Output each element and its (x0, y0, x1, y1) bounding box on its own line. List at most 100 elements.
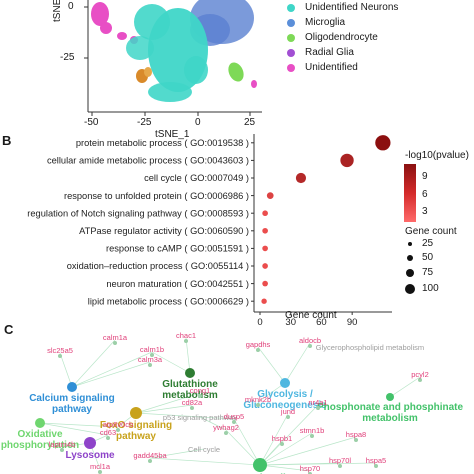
panel-a-legend: Unidentified Neurons Microglia Oligodend… (287, 0, 472, 75)
go-term-label: lipid metabolic process ( GO:0006629 ) (88, 296, 249, 306)
legend-item: Microglia (287, 15, 472, 30)
gene-label: laptm4b (49, 440, 76, 449)
gene-label: chac1 (176, 331, 196, 340)
network-edge (389, 376, 421, 398)
gene-node (148, 459, 152, 463)
gene-label: aldocb (299, 336, 321, 345)
go-term-dot (266, 192, 274, 199)
gene-node (354, 438, 358, 442)
go-term-dot (375, 135, 391, 151)
network-edge (257, 382, 286, 403)
go-term-label: protein metabolic process ( GO:0019538 ) (76, 138, 249, 148)
gene-label: gadd45ba (133, 451, 167, 460)
gene-label: nr4a1 (308, 398, 327, 407)
legend-label: Unidentified (305, 62, 358, 73)
cluster-unidentified-neurons (126, 4, 208, 102)
network-edge (259, 413, 289, 466)
network-edge (259, 464, 311, 472)
size-legend-dots (405, 242, 415, 294)
network-edge (257, 346, 286, 384)
pathway-label: Oxidative (17, 429, 62, 440)
pathway-node (84, 437, 96, 449)
network-edge (135, 412, 235, 420)
network-edge (199, 416, 227, 431)
gene-node (418, 378, 422, 382)
size-legend-25: 25 (422, 238, 434, 249)
gene-node (374, 464, 378, 468)
pathway-node (130, 407, 142, 419)
network-edge (71, 339, 116, 388)
go-term-dot (340, 153, 354, 168)
gene-node (224, 431, 228, 435)
gene-label: hspa8 (346, 430, 366, 439)
pathway-node (67, 382, 77, 392)
gene-node (256, 348, 260, 352)
panel-b-xtick-label: 60 (316, 317, 327, 328)
gene-node (338, 464, 342, 468)
gene-label: slc25a5 (47, 346, 73, 355)
network-edge (185, 337, 191, 374)
size-legend-50: 50 (422, 252, 434, 263)
gene-node (280, 442, 284, 446)
gene-label: hsp70 (300, 464, 320, 473)
panel-b-xtick-label: 30 (285, 317, 296, 328)
go-term-label: regulation of Notch signaling pathway ( … (27, 208, 249, 218)
gene-node (150, 353, 154, 357)
gene-node (60, 448, 64, 452)
gene-label: cd63 (100, 428, 116, 437)
gene-node (116, 428, 120, 432)
network-edge (259, 404, 319, 466)
gene-label: hsp70l (329, 456, 351, 465)
legend-label: Radial Glia (305, 47, 354, 58)
network-edge (284, 342, 311, 384)
pathway-label: Lysosome (65, 450, 115, 461)
panel-c-letter: C (4, 322, 14, 337)
gene-label: jund (280, 407, 295, 416)
legend-label: Unidentified Neurons (305, 2, 399, 13)
pathway-label: Glycolysis / (257, 389, 313, 400)
go-term-dot (262, 263, 268, 269)
color-legend-gradient (404, 164, 416, 222)
gene-label: mcl1a (90, 462, 111, 471)
network-edge (259, 432, 313, 466)
gene-node (308, 344, 312, 348)
gene-node (148, 363, 152, 367)
legend-item: Oligodendrocyte (287, 30, 472, 45)
pathway-node (386, 393, 394, 401)
pathway-label: Glutathione (162, 379, 218, 390)
legend-item: Radial Glia (287, 45, 472, 60)
network-edge (259, 436, 357, 466)
panel-a-xtick-neg25: -25 (137, 117, 152, 128)
panel-a-tsne-plot (84, 0, 262, 116)
gene-node (198, 394, 202, 398)
color-legend-title: -log10(pvalue) (405, 150, 469, 161)
panel-b-xtick-label: 90 (347, 317, 358, 328)
go-term-label: oxidation–reduction process ( GO:0055114… (67, 261, 249, 271)
network-edge (39, 422, 119, 428)
legend-item: Unidentified (287, 60, 472, 75)
legend-label: Oligodendrocyte (305, 32, 378, 43)
network-edge (259, 462, 377, 466)
cluster-radial-glia (136, 67, 152, 83)
network-edge (151, 351, 191, 374)
gene-label: hspa5 (366, 456, 386, 465)
size-legend-title: Gene count (405, 226, 457, 237)
network-edge (225, 429, 261, 466)
go-term-label: cell cycle ( GO:0007049 ) (144, 173, 249, 183)
gene-label: calm3a (138, 355, 163, 364)
pathway-node (253, 458, 267, 472)
go-term-label: neuron maturation ( GO:0042551 ) (106, 279, 249, 289)
cluster-oligodendrocyte (228, 62, 257, 88)
size-legend-75: 75 (422, 267, 434, 278)
gene-node (256, 403, 260, 407)
pathway-label: Glycerophospholipid metabolism (316, 343, 424, 352)
network-edge (149, 448, 205, 459)
gene-node (58, 354, 62, 358)
pathway-label: phosphorylation (1, 440, 79, 451)
pathway-label: p53 signaling pathway (163, 413, 237, 422)
network-edge (71, 351, 153, 388)
network-edge (135, 404, 193, 414)
go-term-dot (262, 210, 268, 217)
gene-node (106, 436, 110, 440)
go-term-dot (295, 172, 307, 184)
